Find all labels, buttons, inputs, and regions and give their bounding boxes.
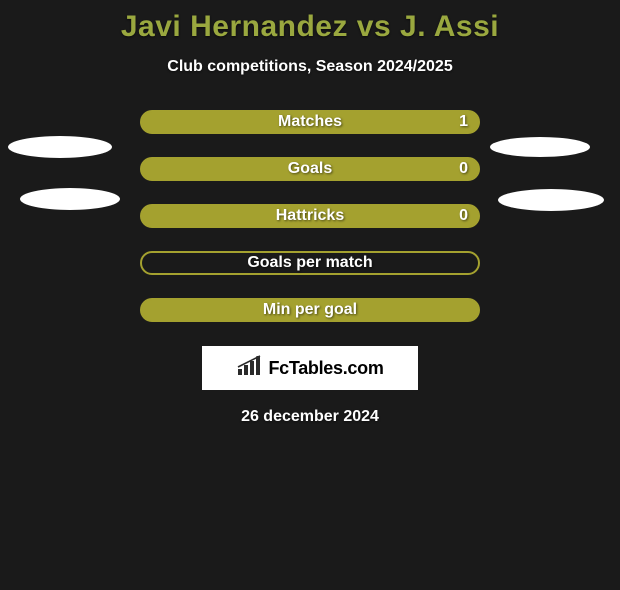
stat-label: Matches bbox=[278, 113, 342, 131]
stat-label: Goals bbox=[288, 160, 332, 178]
stat-label: Hattricks bbox=[276, 207, 344, 225]
comparison-card: Javi Hernandez vs J. Assi Club competiti… bbox=[0, 10, 620, 426]
stat-row: Min per goal bbox=[0, 298, 620, 322]
stat-row: Goals 0 bbox=[0, 157, 620, 181]
decorative-ellipse bbox=[490, 137, 590, 157]
stat-bar: Hattricks 0 bbox=[140, 204, 480, 228]
stat-label: Goals per match bbox=[247, 254, 372, 272]
decorative-ellipse bbox=[498, 189, 604, 211]
stat-value: 1 bbox=[459, 113, 468, 131]
subtitle: Club competitions, Season 2024/2025 bbox=[0, 58, 620, 76]
stat-value: 0 bbox=[459, 207, 468, 225]
decorative-ellipse bbox=[20, 188, 120, 210]
logo-box: FcTables.com bbox=[202, 346, 418, 390]
logo-text: FcTables.com bbox=[268, 358, 383, 379]
stat-row: Goals per match bbox=[0, 251, 620, 275]
date-label: 26 december 2024 bbox=[0, 408, 620, 426]
stat-bar: Goals 0 bbox=[140, 157, 480, 181]
stat-label: Min per goal bbox=[263, 301, 357, 319]
page-title: Javi Hernandez vs J. Assi bbox=[0, 10, 620, 44]
stat-row: Matches 1 bbox=[0, 110, 620, 134]
logo-chart-icon bbox=[236, 355, 264, 382]
decorative-ellipse bbox=[8, 136, 112, 158]
stat-bar: Matches 1 bbox=[140, 110, 480, 134]
stat-bar: Min per goal bbox=[140, 298, 480, 322]
stat-value: 0 bbox=[459, 160, 468, 178]
stat-bar: Goals per match bbox=[140, 251, 480, 275]
